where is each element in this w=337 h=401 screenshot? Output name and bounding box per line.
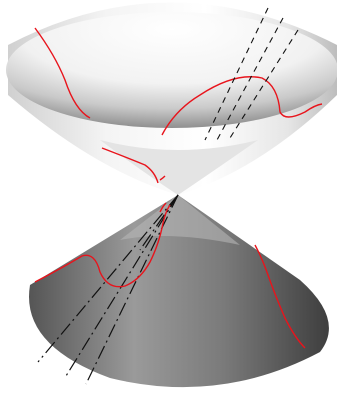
upper-curve-tick (159, 175, 166, 181)
upper-cone-rim (6, 12, 337, 128)
upper-curve-lower-left (101, 147, 159, 184)
lower-curve-top (159, 202, 167, 213)
upper-curve-left (34, 27, 91, 119)
lower-curve-right (254, 244, 306, 349)
lower-dashed-line-2 (65, 194, 179, 377)
lower-cone (29, 195, 329, 388)
lower-cone-upper-shade (120, 195, 240, 245)
lower-dashed-line-4 (139, 194, 179, 251)
lower-cone-surface (29, 195, 329, 388)
lower-curves (34, 202, 306, 349)
upper-cone (6, 2, 337, 195)
upper-dashed-lines (204, 7, 299, 141)
lower-dashed-line-1 (37, 194, 179, 363)
lower-curve-left (34, 204, 171, 288)
upper-cone-neck (100, 140, 258, 195)
upper-curves (34, 27, 323, 184)
upper-dashed-line-2 (216, 17, 284, 141)
upper-dashed-line-1 (204, 7, 269, 141)
upper-curve-right (161, 76, 323, 136)
